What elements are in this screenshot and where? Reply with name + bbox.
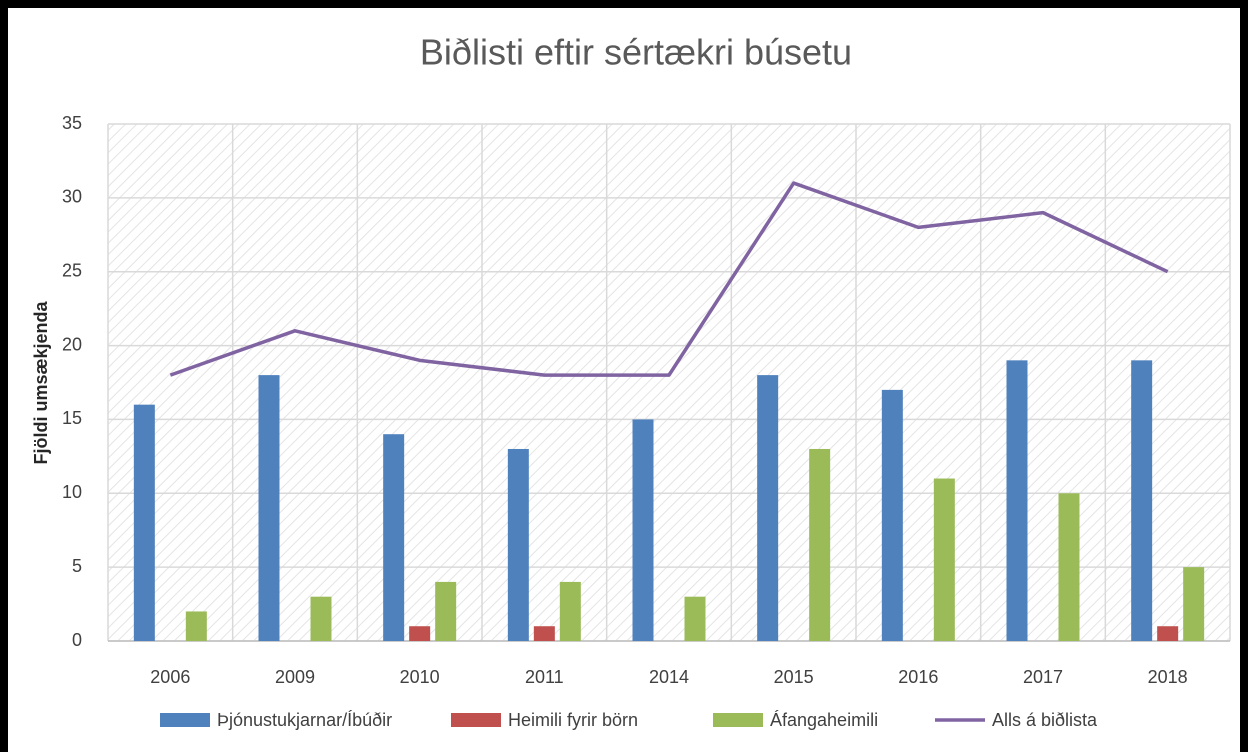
bar [185, 611, 207, 641]
chart-title: Biðlisti eftir sértækri búsetu [420, 32, 852, 73]
x-tick-label: 2018 [1148, 667, 1188, 687]
legend-label: Áfangaheimili [770, 710, 878, 730]
y-tick-label: 5 [72, 556, 82, 576]
x-tick-label: 2006 [150, 667, 190, 687]
bar [409, 626, 431, 641]
legend-swatch [713, 713, 763, 727]
x-tick-label: 2017 [1023, 667, 1063, 687]
plot-area [108, 124, 1230, 641]
bar [684, 596, 706, 641]
legend-label: Þjónustukjarnar/Íbúðir [217, 710, 392, 730]
bar [632, 419, 654, 641]
line [169, 181, 1169, 377]
bar [1157, 626, 1179, 641]
legend-label: Heimili fyrir börn [508, 710, 638, 730]
bar [507, 448, 529, 641]
bar [559, 581, 581, 641]
bar [258, 375, 280, 641]
y-tick-label: 35 [62, 113, 82, 133]
x-tick-label: 2015 [774, 667, 814, 687]
legend-swatch [160, 713, 210, 727]
x-tick-label: 2009 [275, 667, 315, 687]
bar [1183, 567, 1205, 641]
y-tick-label: 25 [62, 260, 82, 280]
bar [383, 434, 405, 641]
bar [933, 478, 955, 641]
y-tick-label: 20 [62, 334, 82, 354]
bar [1058, 493, 1080, 641]
legend-swatch [451, 713, 501, 727]
bar [809, 448, 831, 641]
bar [1006, 360, 1028, 641]
y-axis-label: Fjöldi umsækjenda [31, 300, 51, 464]
bar [435, 581, 457, 641]
x-tick-label: 2016 [898, 667, 938, 687]
y-tick-label: 10 [62, 482, 82, 502]
bar [133, 404, 155, 641]
y-tick-label: 15 [62, 408, 82, 428]
bar [757, 375, 779, 641]
bar [533, 626, 555, 641]
y-tick-label: 30 [62, 187, 82, 207]
x-tick-label: 2010 [400, 667, 440, 687]
y-tick-label: 0 [72, 630, 82, 650]
x-tick-label: 2014 [649, 667, 689, 687]
bar [310, 596, 332, 641]
x-tick-label: 2011 [525, 667, 564, 687]
bar [1131, 360, 1153, 641]
legend-label: Alls á biðlista [992, 710, 1098, 730]
bar [881, 389, 903, 641]
